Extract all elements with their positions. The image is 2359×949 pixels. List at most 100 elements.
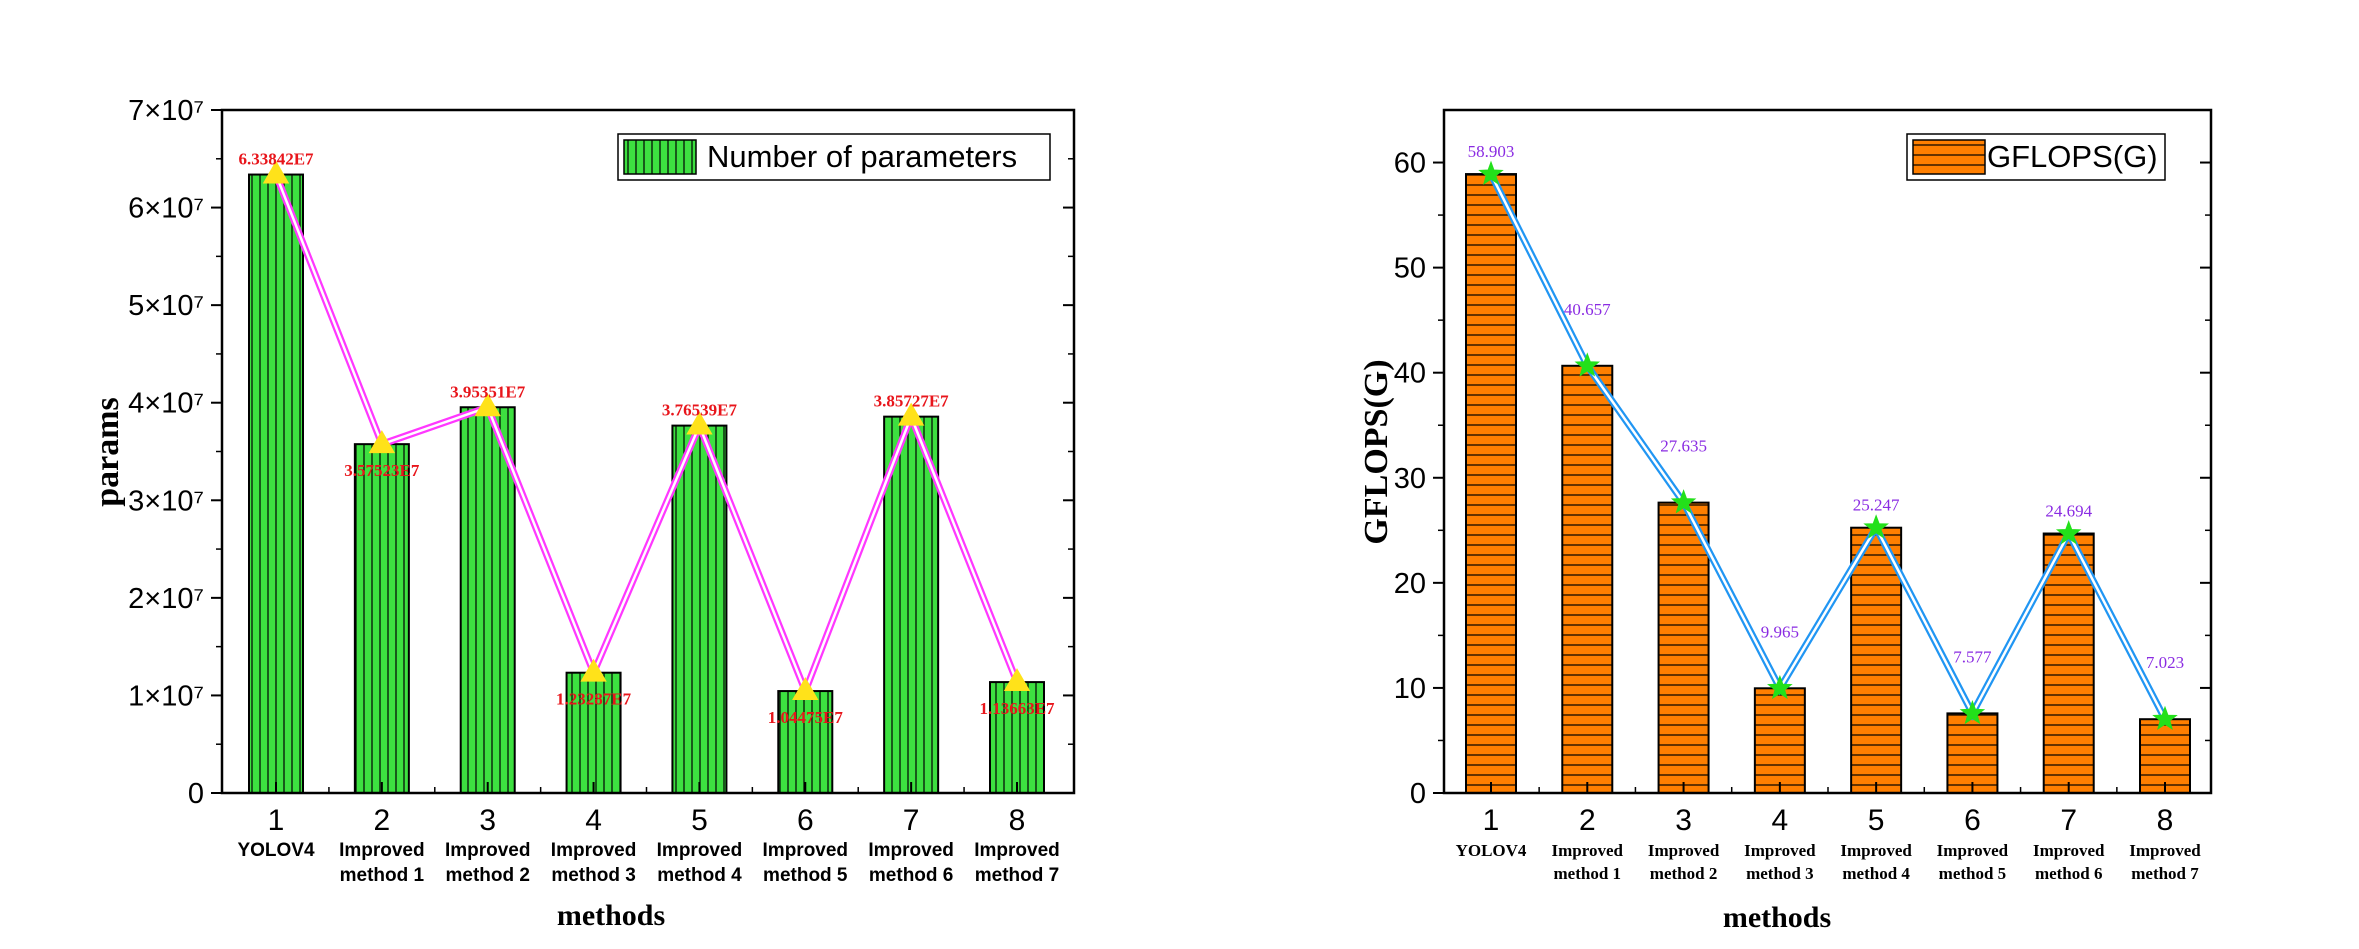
data-label: 3.85727E7	[874, 392, 950, 411]
legend-label: Number of parameters	[707, 139, 1017, 174]
point-marker	[580, 658, 607, 682]
y-tick-label: 4×10⁷	[128, 388, 204, 420]
point-marker	[2055, 520, 2082, 545]
x-axis-title: methods	[557, 899, 665, 932]
y-axis-title: params	[89, 397, 126, 507]
x-tick-label: 1	[1483, 804, 1500, 837]
point-marker	[1478, 160, 1504, 185]
bar	[2042, 532, 2095, 795]
series-line-inner	[1489, 173, 2167, 720]
x-tick-label: 8	[1009, 804, 1026, 837]
x-axis-title: methods	[1723, 901, 1831, 934]
y-tick-label: 5×10⁷	[128, 290, 204, 322]
y-axis-title: GFLOPS(G)	[1358, 359, 1395, 544]
x-tick-label: 1	[268, 804, 285, 837]
x-tick-label: 6	[797, 804, 814, 837]
data-label: 3.76539E7	[662, 401, 738, 420]
series-line-inner	[274, 174, 1019, 695]
bar	[1657, 501, 1710, 794]
x-tick-label: 8	[2157, 804, 2174, 837]
data-label: 3.95351E7	[450, 382, 526, 401]
point-marker	[262, 160, 290, 184]
category-label: YOLOV4	[237, 840, 315, 861]
category-label: Improved method 5	[763, 840, 849, 886]
legend: GFLOPS(G)	[1906, 133, 2166, 181]
y-tick-label: 60	[1394, 148, 1426, 180]
point-marker	[1003, 668, 1031, 692]
x-tick-label: 2	[1579, 804, 1596, 837]
x-tick-label: 2	[374, 804, 391, 837]
bar	[248, 173, 304, 794]
point-marker	[897, 402, 925, 426]
legend: Number of parameters	[617, 133, 1051, 181]
y-tick-label: 6×10⁷	[128, 193, 204, 225]
point-marker	[1574, 352, 1601, 377]
legend-label: GFLOPS(G)	[1987, 139, 2158, 174]
category-label: Improved method 4	[657, 840, 743, 886]
x-tick-label: 4	[585, 804, 602, 837]
legend-swatch	[623, 139, 697, 175]
data-label: 3.57523E7	[344, 461, 420, 480]
data-label: 40.657	[1564, 300, 1611, 319]
bar	[1946, 712, 1999, 795]
point-marker	[1863, 514, 1889, 539]
y-tick-label: 30	[1394, 463, 1426, 495]
data-label: 1.04475E7	[768, 708, 844, 727]
data-label: 7.577	[1953, 647, 1992, 666]
y-tick-label: 7×10⁷	[128, 95, 204, 127]
bar	[353, 443, 410, 794]
point-marker	[792, 677, 819, 701]
data-label: 1.13663E7	[979, 699, 1055, 718]
gflops-chart: GFLOPS(G) methods 58.903 40.657 27.635 9.96…	[1358, 108, 2213, 934]
y-tick-label: 10	[1394, 673, 1426, 705]
legend-swatch	[1912, 139, 1986, 175]
y-tick-label: 1×10⁷	[128, 680, 204, 712]
point-marker	[1959, 699, 1986, 725]
x-tick-label: 4	[1772, 804, 1789, 837]
point-marker	[2152, 705, 2178, 731]
y-tick-label: 0	[188, 778, 204, 810]
category-label: Improved method 2	[445, 840, 531, 886]
data-label: 9.965	[1761, 622, 1799, 641]
y-tick-label: 3×10⁷	[128, 485, 204, 517]
y-tick-label: 40	[1394, 358, 1426, 390]
data-label: 7.023	[2146, 653, 2184, 672]
data-label: 6.33842E7	[238, 150, 314, 169]
category-label: Improved method 1	[339, 840, 425, 886]
category-label: Improved method 4	[1840, 841, 1912, 883]
data-label: 1.23287E7	[556, 690, 632, 709]
bar	[1850, 526, 1903, 794]
bar	[565, 671, 622, 794]
data-label: 27.635	[1660, 437, 1707, 456]
bar	[459, 406, 516, 794]
category-label: YOLOV4	[1456, 841, 1527, 860]
x-tick-label: 6	[1964, 804, 1981, 837]
x-tick-label: 5	[1868, 804, 1885, 837]
x-tick-label: 3	[479, 804, 496, 837]
bar	[989, 681, 1045, 795]
bar	[777, 690, 834, 795]
data-label: 25.247	[1853, 496, 1900, 515]
category-label: Improved method 7	[2129, 841, 2201, 883]
data-label: 24.694	[2045, 502, 2092, 521]
bar	[671, 424, 728, 794]
plot-frame	[1442, 108, 2213, 795]
category-label: Improved method 2	[1648, 841, 1720, 883]
x-tick-label: 5	[691, 804, 708, 837]
y-tick-label: 20	[1394, 568, 1426, 600]
params-chart: params methods 6.33842E7 3.57523E7 3.95351…	[89, 95, 1076, 932]
bar	[1561, 364, 1614, 794]
point-marker	[368, 430, 396, 454]
point-marker	[686, 411, 713, 435]
point-marker	[1767, 674, 1793, 700]
category-label: Improved method 1	[1552, 841, 1624, 883]
x-tick-label: 7	[903, 804, 920, 837]
x-tick-label: 3	[1675, 804, 1692, 837]
x-tick-label: 7	[2060, 804, 2077, 837]
point-marker	[1670, 489, 1697, 514]
plot-frame	[220, 108, 1076, 795]
category-label: Improved method 3	[1744, 841, 1816, 883]
category-label: Improved method 3	[551, 840, 637, 886]
y-tick-label: 50	[1394, 253, 1426, 285]
